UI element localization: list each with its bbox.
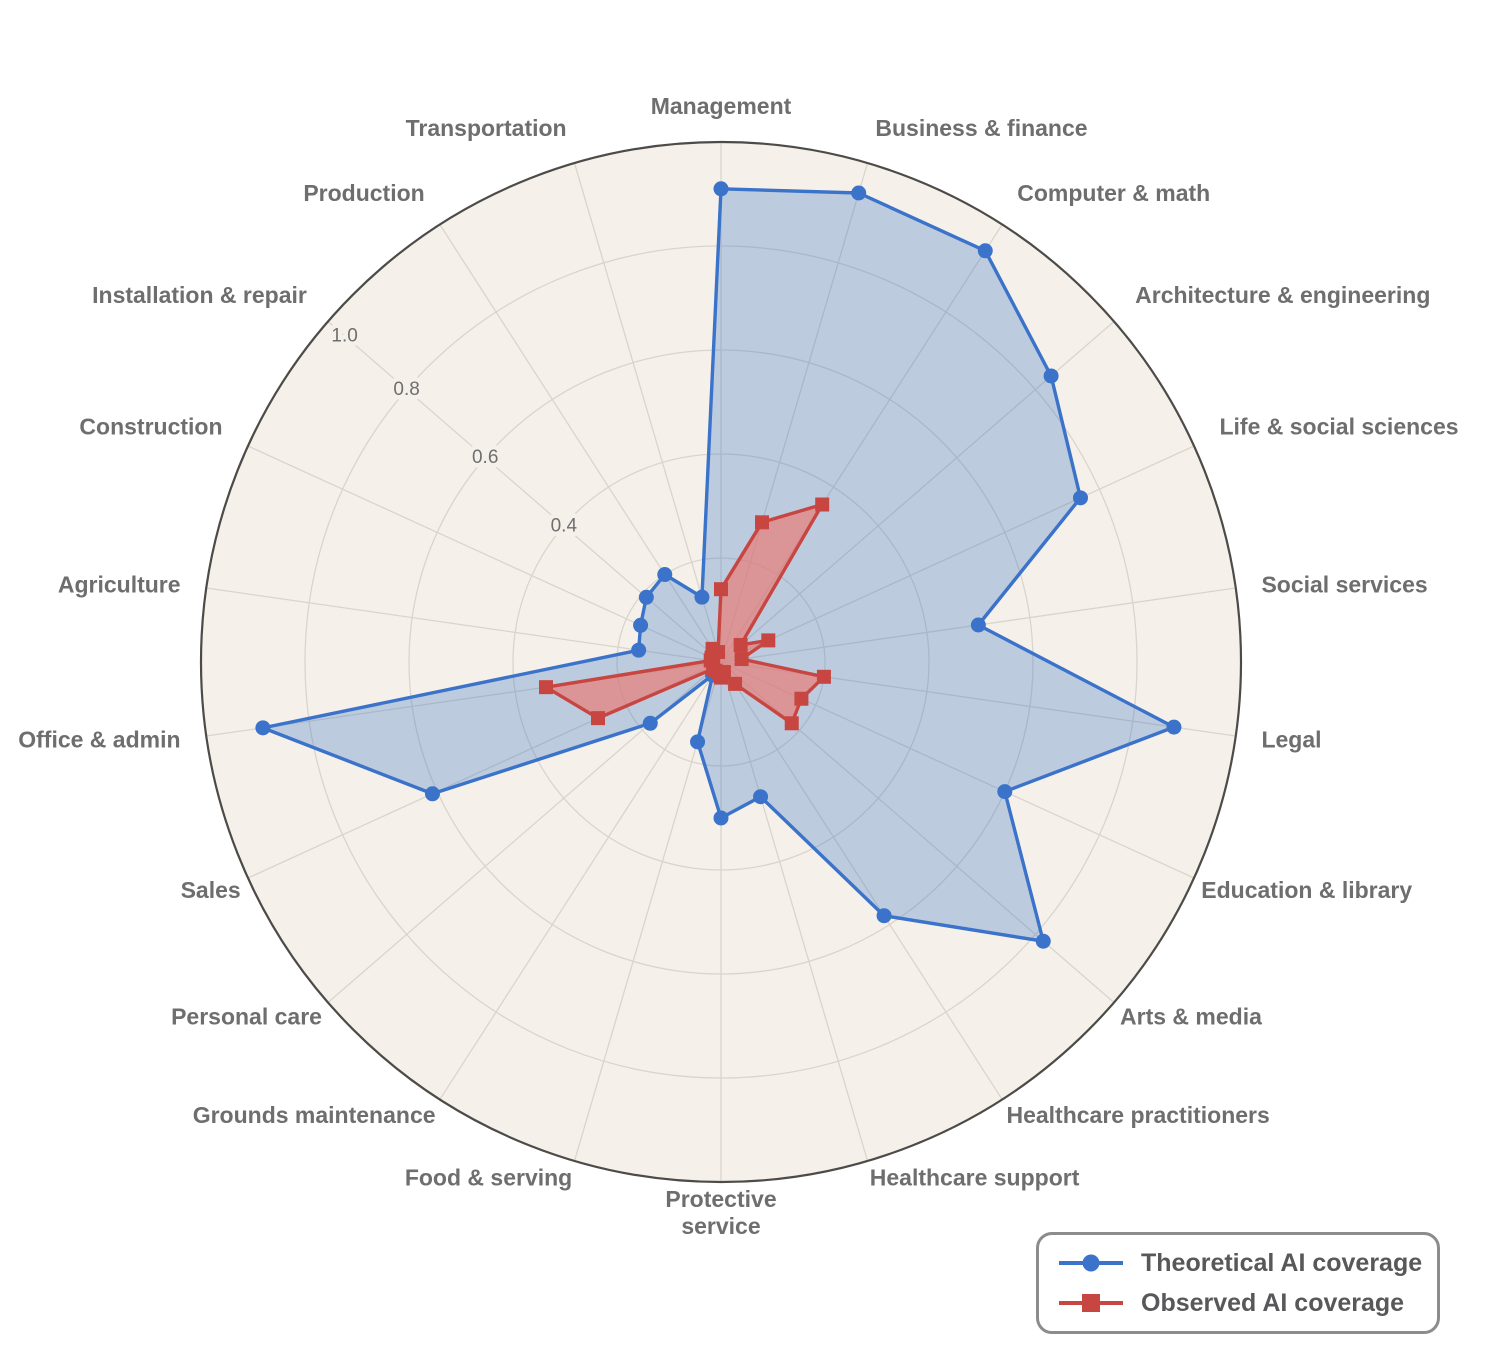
theoretical-data-marker xyxy=(424,786,440,802)
radial-spoke xyxy=(720,661,1003,1100)
category-label: Business & finance xyxy=(875,115,1087,141)
theoretical-data-marker xyxy=(970,617,986,633)
theoretical-data-marker xyxy=(1072,490,1088,506)
theoretical-data-marker xyxy=(631,642,647,658)
legend-item-theoretical: Theoretical AI coverage xyxy=(1055,1243,1423,1283)
category-label: Sales xyxy=(181,877,241,903)
theoretical-data-marker xyxy=(977,243,993,259)
category-label: Office & admin xyxy=(18,727,180,753)
category-label: Arts & media xyxy=(1120,1004,1262,1030)
observed-data-marker xyxy=(728,676,743,691)
category-label: Architecture & engineering xyxy=(1135,282,1430,308)
category-label: Agriculture xyxy=(58,571,181,597)
observed-data-marker xyxy=(794,691,809,706)
radial-tick-label: 0.4 xyxy=(551,515,578,536)
radial-spoke xyxy=(327,320,722,663)
theoretical-data-marker xyxy=(1035,933,1051,949)
radial-tick-label: 1.0 xyxy=(331,325,357,346)
theoretical-data-marker xyxy=(255,720,271,736)
theoretical-data-marker xyxy=(657,567,673,583)
theoretical-data-marker xyxy=(753,789,769,805)
category-label: Construction xyxy=(79,413,222,439)
category-label: Life & social sciences xyxy=(1219,413,1458,439)
category-label: Food & serving xyxy=(405,1164,572,1190)
theoretical-data-marker xyxy=(997,784,1013,800)
observed-data-marker xyxy=(734,652,749,667)
theoretical-data-marker xyxy=(633,617,649,633)
radial-spoke xyxy=(720,661,869,1162)
category-label: Computer & math xyxy=(1017,180,1210,206)
theoretical-data-marker xyxy=(851,185,867,201)
category-label: Healthcare practitioners xyxy=(1006,1102,1269,1128)
observed-data-marker xyxy=(815,497,830,512)
legend-marker-observed-icon xyxy=(1059,1294,1123,1312)
radial-spoke xyxy=(439,224,722,663)
category-label: Installation & repair xyxy=(92,282,307,308)
observed-data-marker xyxy=(755,515,770,530)
legend-marker-theoretical-icon xyxy=(1059,1254,1123,1272)
theoretical-data-marker xyxy=(713,181,729,197)
category-label: Transportation xyxy=(406,115,567,141)
theoretical-data-marker xyxy=(1043,368,1059,384)
observed-data-marker xyxy=(711,645,726,660)
radial-spoke xyxy=(720,445,1195,663)
category-label: Legal xyxy=(1261,727,1321,753)
radial-spoke xyxy=(439,661,722,1100)
theoretical-data-marker xyxy=(876,908,892,924)
observed-data-marker xyxy=(784,716,799,731)
radial-tick-label: 0.8 xyxy=(393,379,419,400)
theoretical-data-marker xyxy=(642,715,658,731)
outer-circle xyxy=(199,140,1243,1184)
category-label: Healthcare support xyxy=(870,1164,1080,1190)
theoretical-data-marker xyxy=(690,734,706,750)
category-label: Production xyxy=(303,180,424,206)
observed-data-marker xyxy=(816,669,831,684)
legend: Theoretical AI coverage Observed AI cove… xyxy=(1036,1232,1440,1334)
category-label: Protective service xyxy=(665,1186,776,1239)
radial-spoke xyxy=(573,162,722,663)
observed-data-marker xyxy=(761,633,776,648)
observed-data-marker xyxy=(538,680,553,695)
radial-tick-label: 0.6 xyxy=(472,447,498,468)
theoretical-data-marker xyxy=(713,810,729,826)
observed-data-marker xyxy=(591,711,606,726)
theoretical-data-marker xyxy=(638,589,654,605)
observed-data-marker xyxy=(714,582,728,597)
theoretical-data-marker xyxy=(1166,719,1182,735)
category-label: Personal care xyxy=(171,1004,322,1030)
legend-label-theoretical: Theoretical AI coverage xyxy=(1141,1249,1423,1277)
category-label: Management xyxy=(651,93,792,119)
legend-label-observed: Observed AI coverage xyxy=(1141,1289,1405,1317)
observed-data-marker xyxy=(733,637,748,652)
category-label: Education & library xyxy=(1201,877,1412,903)
category-label: Social services xyxy=(1261,571,1427,597)
legend-item-observed: Observed AI coverage xyxy=(1055,1283,1421,1323)
theoretical-data-marker xyxy=(694,589,710,605)
category-label: Grounds maintenance xyxy=(193,1102,436,1128)
